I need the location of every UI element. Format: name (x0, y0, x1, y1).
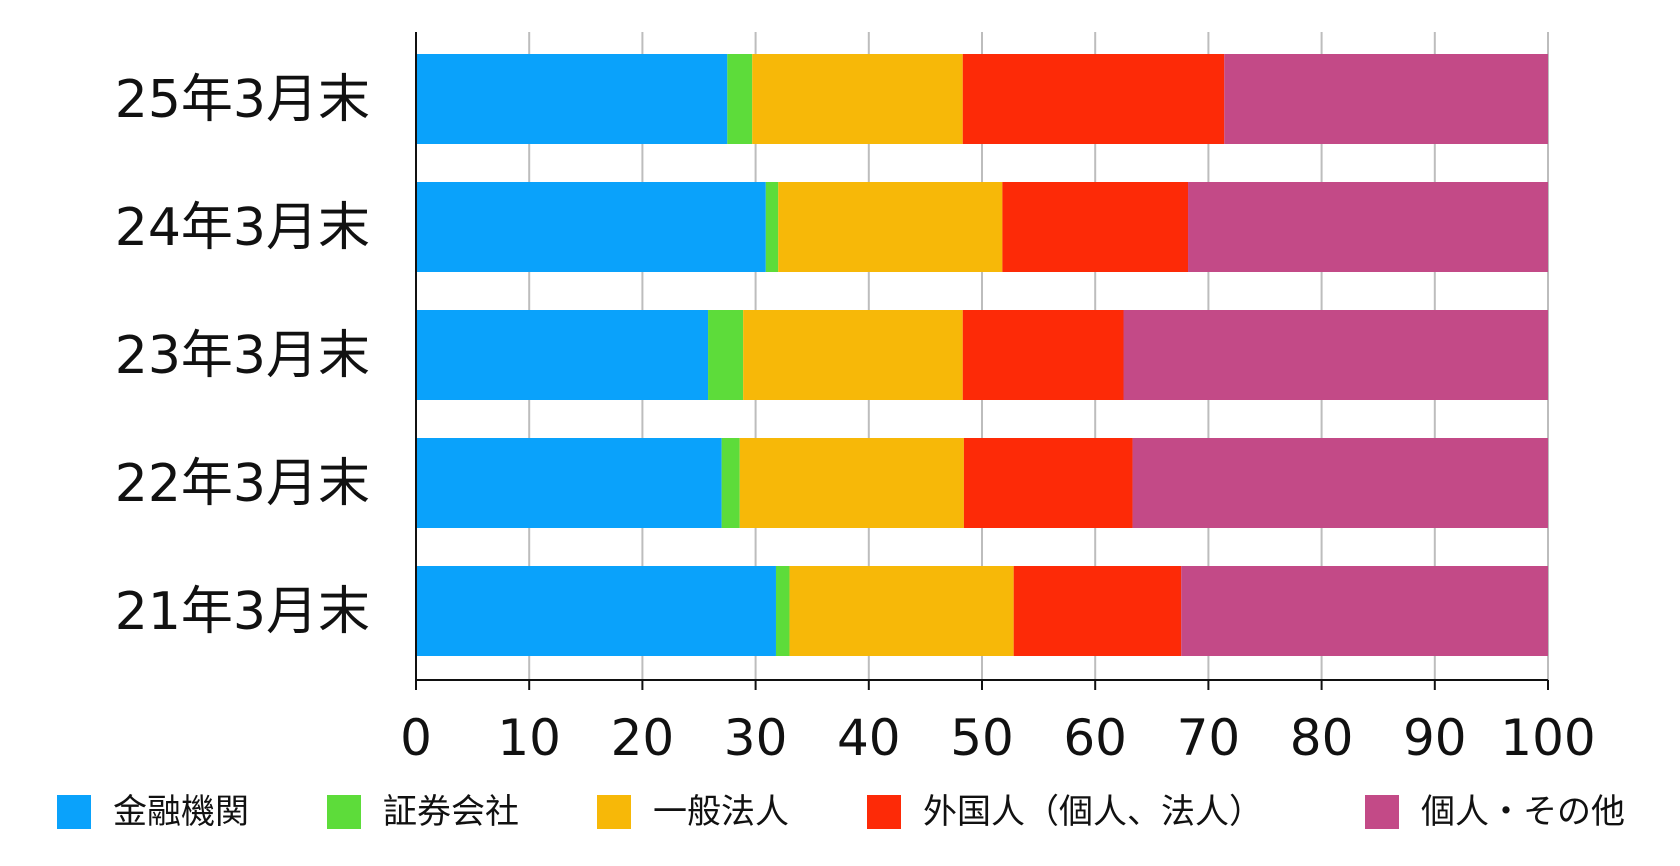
bar-segment (743, 310, 963, 400)
x-tick-label: 40 (837, 709, 901, 767)
bar-segment (1188, 182, 1548, 272)
legend-swatch (57, 795, 91, 829)
axes (415, 32, 1549, 690)
bar-segment (1013, 566, 1182, 656)
x-tick-label: 60 (1063, 709, 1127, 767)
bar-segment (416, 54, 728, 144)
bar-segment (963, 438, 1133, 528)
bar-segment (739, 438, 964, 528)
category-label: 24年3月末 (115, 198, 370, 258)
x-tick-labels: 0 10 20 30 40 50 60 70 80 90 100 (400, 709, 1596, 767)
x-tick-label: 90 (1403, 709, 1467, 767)
bar-segment (727, 54, 753, 144)
legend-item-securities-companies: 証券会社 (327, 790, 519, 834)
bar-segment (1002, 182, 1189, 272)
bar-segment (1181, 566, 1548, 656)
category-label: 23年3月末 (115, 326, 370, 386)
x-tick-label: 30 (724, 709, 788, 767)
legend-swatch (867, 795, 901, 829)
x-tick-label: 80 (1290, 709, 1354, 767)
bar-segment (765, 182, 779, 272)
bar-segment (416, 182, 766, 272)
bar-segment (416, 566, 776, 656)
x-tick-label: 50 (950, 709, 1014, 767)
bar-segment (962, 54, 1225, 144)
legend-label: 一般法人 (653, 792, 789, 832)
bar-segment (1132, 438, 1548, 528)
legend: 金融機関 証券会社 一般法人 外国人（個人、法人） 個人・その他 (0, 790, 1680, 840)
x-tick-label: 20 (611, 709, 675, 767)
legend-label: 金融機関 (113, 792, 249, 832)
bar-segment (752, 54, 963, 144)
bar-segment (416, 438, 722, 528)
bar-segment (1224, 54, 1548, 144)
bar-segment (1123, 310, 1548, 400)
bar-segment (708, 310, 744, 400)
x-tick-label: 70 (1177, 709, 1241, 767)
category-label: 25年3月末 (115, 70, 370, 130)
legend-item-general-corporations: 一般法人 (597, 790, 789, 834)
x-tick-label: 10 (497, 709, 561, 767)
bar-segment (789, 566, 1014, 656)
legend-swatch (597, 795, 631, 829)
x-tick-label: 100 (1500, 709, 1595, 767)
category-label: 22年3月末 (115, 454, 370, 514)
stacked-bar-chart: 25年3月末 24年3月末 23年3月末 22年3月末 21年3月末 0 10 20 30 40… (115, 32, 1596, 767)
legend-item-foreigners: 外国人（個人、法人） (867, 790, 1263, 834)
legend-label: 外国人（個人、法人） (923, 792, 1263, 832)
bar-segment (721, 438, 740, 528)
legend-swatch (1365, 795, 1399, 829)
x-tick-label: 0 (400, 709, 432, 767)
category-labels: 25年3月末 24年3月末 23年3月末 22年3月末 21年3月末 (115, 70, 370, 642)
legend-swatch (327, 795, 361, 829)
legend-item-individuals-others: 個人・その他 (1365, 790, 1625, 834)
bar-segment (962, 310, 1124, 400)
bar-segment (416, 310, 709, 400)
bar-segment (778, 182, 1003, 272)
category-label: 21年3月末 (115, 582, 370, 642)
legend-label: 証券会社 (383, 792, 519, 832)
bar-segment (775, 566, 790, 656)
legend-item-financial-institutions: 金融機関 (57, 790, 249, 834)
legend-label: 個人・その他 (1421, 792, 1625, 832)
bars (416, 54, 1548, 656)
